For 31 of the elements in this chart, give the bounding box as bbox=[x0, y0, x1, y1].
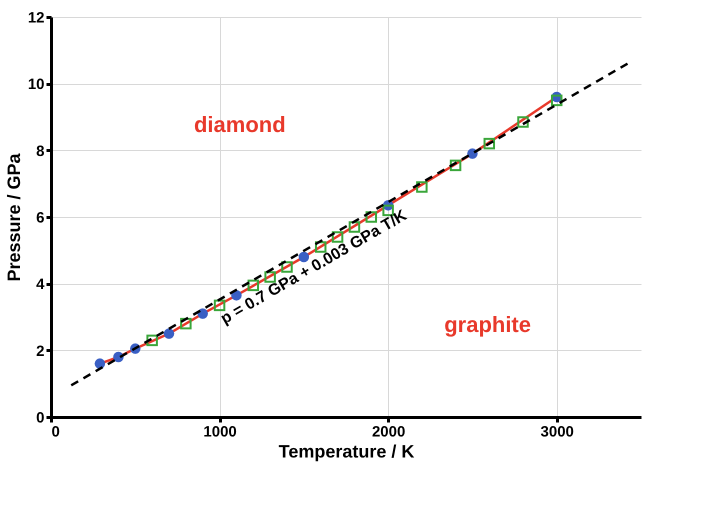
point bbox=[94, 358, 106, 369]
point bbox=[484, 138, 496, 150]
point bbox=[214, 300, 226, 312]
y-tick-label: 12 bbox=[28, 10, 44, 26]
annotation: diamond bbox=[194, 112, 286, 137]
point bbox=[281, 261, 293, 273]
y-tick-label: 6 bbox=[36, 210, 44, 226]
point bbox=[197, 308, 208, 319]
annotation: p = 0.7 GPa + 0.003 GPa T/K bbox=[218, 206, 410, 328]
x-axis-title: Temperature / K bbox=[278, 442, 414, 462]
point bbox=[146, 334, 158, 346]
point bbox=[332, 231, 344, 243]
point bbox=[416, 181, 428, 193]
y-axis-title: Pressure / GPa bbox=[4, 152, 24, 282]
y-tick-label: 10 bbox=[28, 76, 44, 94]
point bbox=[450, 160, 462, 172]
point bbox=[366, 211, 378, 223]
point bbox=[550, 94, 562, 106]
x-tick-label: 2000 bbox=[372, 424, 406, 440]
y-tick-label: 8 bbox=[36, 142, 44, 160]
x-tick-label: 0 bbox=[52, 424, 60, 440]
x-tick-label: 3000 bbox=[540, 424, 574, 440]
point bbox=[164, 328, 174, 339]
x-tick-label: 1000 bbox=[203, 424, 237, 440]
point bbox=[517, 116, 529, 128]
y-tick-label: 4 bbox=[36, 276, 46, 294]
y-tick-label: 0 bbox=[36, 410, 44, 426]
y-tick-label: 2 bbox=[36, 342, 44, 360]
annotation: graphite bbox=[444, 312, 531, 337]
point bbox=[180, 318, 192, 330]
point bbox=[298, 252, 310, 262]
